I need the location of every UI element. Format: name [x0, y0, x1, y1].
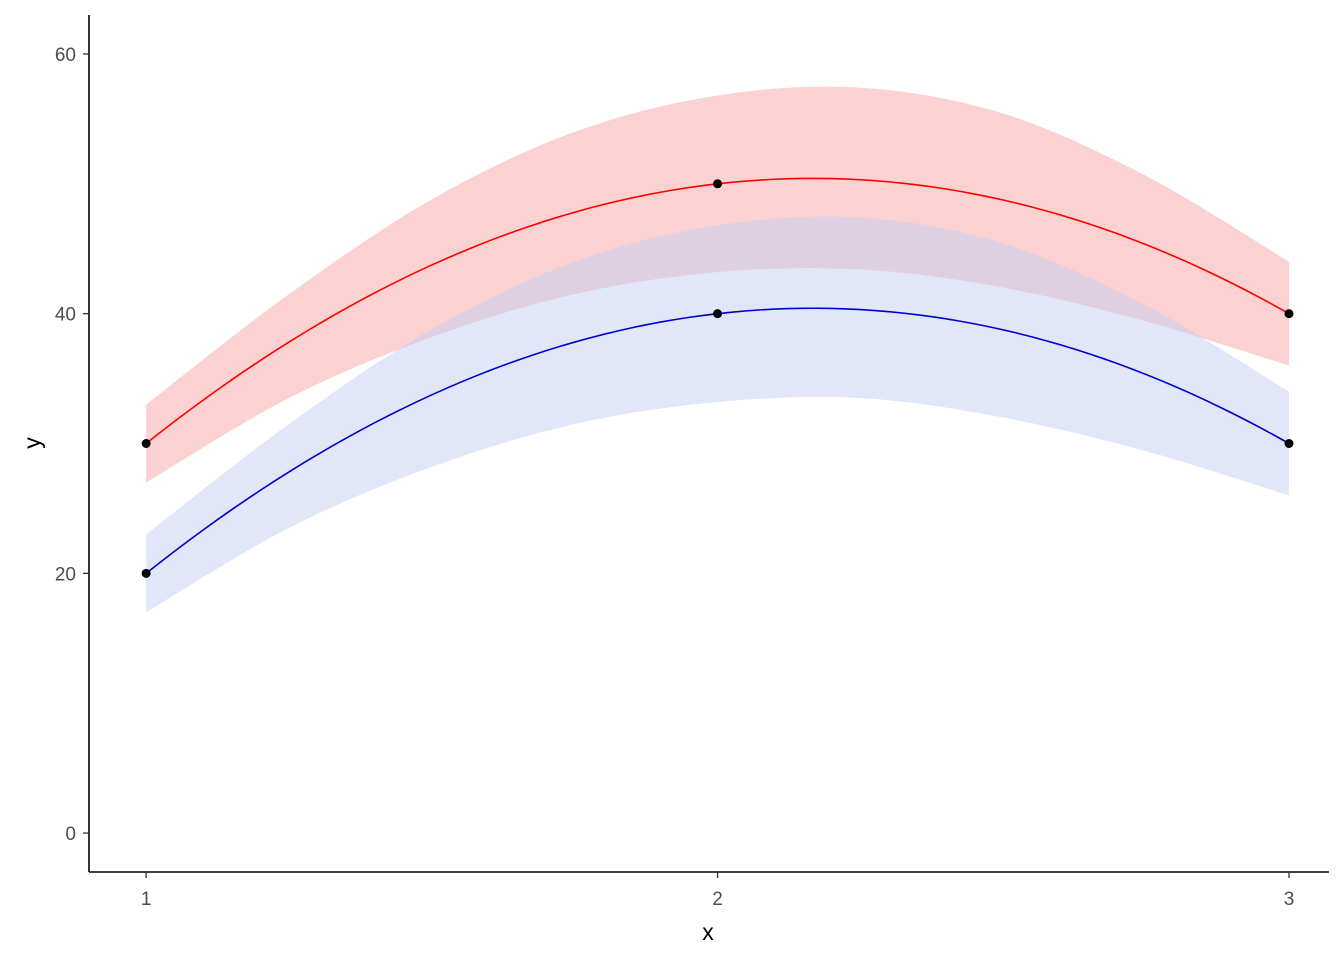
x-tick-label-1: 1 — [141, 889, 152, 910]
data-points — [141, 179, 1294, 578]
x-tick-label-2: 2 — [712, 889, 723, 910]
data-point-1-0 — [141, 568, 151, 578]
axes — [88, 15, 1329, 873]
y-tick-label-0: 0 — [65, 824, 76, 845]
y-tick-label-60: 60 — [55, 45, 76, 66]
data-point-0-0 — [141, 439, 151, 448]
y-ticks: 0 20 40 60 — [55, 45, 89, 845]
data-point-1-1 — [713, 309, 723, 319]
data-point-0-1 — [713, 179, 723, 189]
confidence-bands — [146, 86, 1289, 613]
data-point-0-2 — [1284, 309, 1294, 319]
y-tick-label-20: 20 — [55, 564, 76, 585]
x-tick-label-3: 3 — [1284, 889, 1295, 910]
y-tick-label-40: 40 — [55, 305, 76, 326]
confidence-band-0 — [146, 86, 1289, 483]
y-axis-title: y — [19, 437, 45, 449]
data-point-1-2 — [1284, 439, 1294, 448]
x-axis-title: x — [702, 919, 714, 945]
confidence-band-1 — [146, 216, 1289, 613]
x-ticks: 1 2 3 — [141, 872, 1294, 910]
